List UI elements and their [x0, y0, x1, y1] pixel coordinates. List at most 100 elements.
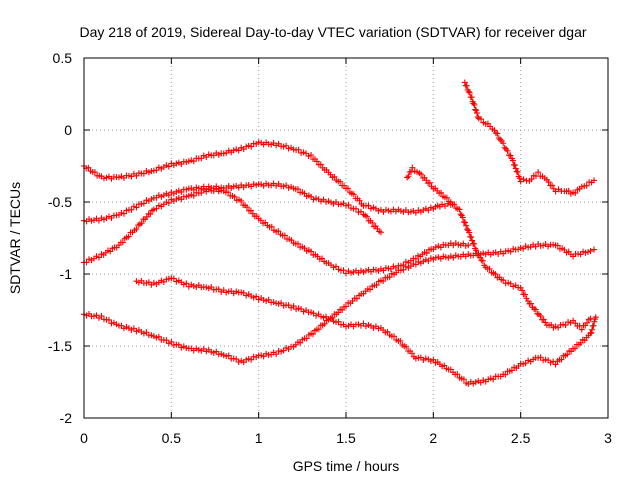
data-point — [404, 174, 411, 181]
data-point — [471, 101, 478, 108]
data-point — [587, 247, 594, 254]
data-point — [317, 161, 324, 168]
data-point — [133, 204, 140, 211]
data-point — [463, 82, 470, 89]
data-point — [532, 306, 539, 313]
data-point — [460, 376, 467, 383]
data-point — [294, 240, 301, 247]
data-point — [572, 345, 579, 352]
data-point — [472, 106, 479, 113]
data-point — [344, 185, 351, 192]
data-point — [253, 293, 260, 300]
data-point — [509, 157, 516, 164]
data-point — [303, 335, 310, 342]
data-point — [465, 242, 472, 249]
data-point — [386, 274, 393, 281]
data-point — [514, 169, 521, 175]
data-point — [465, 88, 472, 95]
data-point — [138, 220, 145, 227]
data-point — [461, 79, 468, 86]
data-point — [85, 164, 92, 171]
data-point — [474, 114, 481, 121]
data-point — [577, 339, 584, 346]
data-point — [479, 257, 486, 264]
data-point — [329, 314, 336, 321]
data-point — [549, 182, 556, 189]
data-point — [469, 237, 476, 244]
data-point — [468, 234, 475, 241]
data-point — [592, 314, 599, 321]
data-point — [558, 356, 565, 363]
data-point — [461, 219, 468, 226]
data-point — [468, 94, 475, 101]
data-point — [443, 194, 450, 201]
data-point — [373, 282, 380, 289]
data-point — [497, 136, 504, 143]
x-tick-label: 1.5 — [336, 430, 356, 446]
data-point — [501, 144, 508, 151]
grid — [84, 58, 608, 418]
data-point — [268, 223, 275, 230]
data-point — [295, 146, 302, 153]
data-point — [457, 211, 464, 218]
data-point — [535, 169, 542, 176]
series-track-6 — [404, 164, 594, 333]
data-point — [492, 271, 499, 278]
data-point — [478, 116, 485, 123]
data-point — [438, 189, 445, 196]
data-point — [391, 333, 398, 340]
data-point — [231, 193, 238, 200]
series-track-1 — [81, 139, 454, 216]
data-point — [91, 169, 98, 176]
data-point — [537, 312, 544, 319]
data-point — [591, 318, 598, 325]
data-point — [508, 367, 515, 374]
data-point — [466, 229, 473, 236]
data-point — [584, 319, 591, 326]
data-point — [500, 140, 507, 147]
data-point — [587, 315, 594, 322]
data-point — [335, 318, 342, 325]
data-point — [591, 177, 598, 184]
data-point — [587, 330, 594, 337]
data-point — [308, 152, 315, 159]
data-point — [405, 173, 412, 180]
data-point — [512, 165, 519, 172]
x-tick-label: 3 — [604, 430, 612, 446]
data-point — [473, 247, 480, 254]
chart-title: Day 218 of 2019, Sidereal Day-to-day VTE… — [79, 24, 586, 40]
data-point — [163, 337, 170, 344]
data-point — [353, 295, 360, 302]
data-point — [456, 206, 463, 213]
data-point — [120, 210, 127, 217]
data-point — [562, 322, 569, 329]
x-tick-label: 2.5 — [511, 430, 531, 446]
x-tick-label: 1 — [255, 430, 263, 446]
data-point — [474, 110, 480, 117]
data-point — [225, 352, 232, 359]
data-point — [522, 291, 529, 298]
data-point — [423, 250, 430, 257]
data-point — [335, 309, 342, 316]
data-point — [495, 135, 502, 142]
data-point — [408, 168, 415, 175]
data-point — [165, 199, 172, 206]
data-point — [281, 232, 288, 239]
data-point — [339, 306, 346, 313]
series-track-7 — [461, 79, 598, 197]
data-point — [321, 320, 328, 327]
data-point — [369, 219, 376, 226]
data-point — [119, 239, 126, 246]
data-point — [519, 287, 526, 294]
data-point — [333, 263, 340, 270]
data-point — [408, 350, 415, 357]
data-point — [153, 205, 160, 212]
data-point — [471, 241, 478, 247]
y-axis-label: SDTVAR / TECUs — [7, 182, 23, 294]
data-point — [140, 200, 147, 207]
data-point — [451, 201, 458, 208]
data-point — [367, 286, 374, 293]
x-tick-label: 0 — [80, 430, 88, 446]
data-point — [143, 213, 150, 220]
x-tick-label: 2 — [429, 430, 437, 446]
